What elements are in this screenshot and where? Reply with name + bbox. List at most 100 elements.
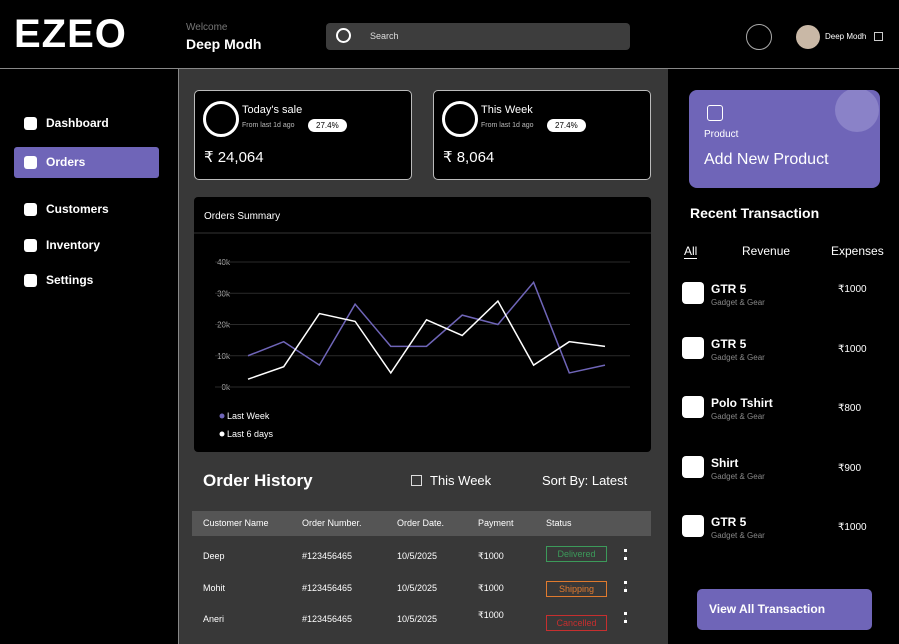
rupee-icon bbox=[203, 101, 239, 137]
table-cell: ₹1000 bbox=[478, 551, 504, 561]
logo: EZEO bbox=[14, 12, 127, 56]
table-cell: Deep bbox=[203, 551, 225, 561]
nav-label: Inventory bbox=[46, 238, 101, 252]
tab[interactable]: Revenue bbox=[742, 244, 791, 258]
table-cell: ₹1000 bbox=[478, 610, 504, 620]
item-amount: ₹1000 bbox=[838, 522, 867, 533]
stat-badge: 27.4% bbox=[547, 119, 586, 132]
search-bar[interactable]: Search bbox=[326, 23, 630, 50]
column-header: Status bbox=[546, 518, 572, 528]
avatar[interactable] bbox=[796, 25, 820, 49]
sort-button[interactable]: Sort By: Latest bbox=[542, 473, 628, 488]
profile-name: Deep Modh bbox=[825, 32, 867, 41]
stat-card: Today's sale From last 1d ago 27.4% ₹ 24,06… bbox=[194, 90, 412, 180]
nav-label: Settings bbox=[46, 273, 94, 287]
add-product-card[interactable]: Product Add New Product bbox=[689, 90, 880, 188]
stat-title: This Week bbox=[481, 104, 533, 116]
welcome-label: Welcome bbox=[186, 22, 228, 33]
chart-panel bbox=[194, 197, 651, 452]
table-cell: 10/5/2025 bbox=[397, 583, 438, 593]
table-header bbox=[192, 511, 651, 536]
stat-badge: 27.4% bbox=[308, 119, 347, 132]
calendar-icon bbox=[411, 475, 422, 486]
plus-icon bbox=[707, 105, 723, 121]
stat-value: ₹ 8,064 bbox=[443, 149, 495, 166]
item-icon bbox=[682, 456, 704, 478]
item-name: GTR 5 bbox=[711, 515, 747, 529]
view-all-label: View All Transaction bbox=[709, 602, 826, 616]
item-icon bbox=[682, 337, 704, 359]
item-name: Polo Tshirt bbox=[711, 396, 773, 410]
row-menu[interactable] bbox=[624, 612, 630, 623]
item-category: Gadget & Gear bbox=[711, 298, 765, 307]
header-divider bbox=[0, 68, 899, 69]
status-badge: Shipping bbox=[546, 581, 607, 597]
column-header: Customer Name bbox=[203, 518, 269, 528]
table-cell: 10/5/2025 bbox=[397, 551, 438, 561]
item-icon bbox=[682, 515, 704, 537]
tab[interactable]: All bbox=[684, 244, 698, 259]
nav-item[interactable]: Customers bbox=[14, 194, 159, 225]
add-product-title: Add New Product bbox=[704, 151, 829, 168]
profile-dropdown[interactable] bbox=[874, 32, 883, 41]
product-label: Product bbox=[704, 129, 739, 140]
item-amount: ₹800 bbox=[838, 403, 862, 414]
nav-label: Orders bbox=[46, 155, 86, 169]
table-cell: #123456465 bbox=[302, 551, 353, 561]
item-amount: ₹1000 bbox=[838, 344, 867, 355]
nav-item[interactable]: Orders bbox=[14, 147, 159, 178]
table-cell: #123456465 bbox=[302, 583, 353, 593]
nav-icon bbox=[24, 156, 37, 169]
item-name: GTR 5 bbox=[711, 282, 747, 296]
table-cell: Mohit bbox=[203, 583, 226, 593]
table-cell: Aneri bbox=[203, 614, 225, 624]
search-placeholder: Search bbox=[370, 31, 399, 41]
stat-title: Today's sale bbox=[242, 104, 303, 116]
nav-label: Customers bbox=[46, 202, 109, 216]
item-icon bbox=[682, 282, 704, 304]
nav-item[interactable]: Dashboard bbox=[14, 108, 159, 139]
filter-button[interactable]: This Week bbox=[430, 473, 492, 488]
table-cell: 10/5/2025 bbox=[397, 614, 438, 624]
stat-value: ₹ 24,064 bbox=[204, 149, 264, 166]
row-menu[interactable] bbox=[624, 581, 630, 592]
nav-icon bbox=[24, 203, 37, 216]
status-badge: Delivered bbox=[546, 546, 607, 562]
column-header: Payment bbox=[478, 518, 514, 528]
sidebar-divider bbox=[178, 69, 179, 644]
table-cell: #123456465 bbox=[302, 614, 353, 624]
item-name: GTR 5 bbox=[711, 337, 747, 351]
view-all-button[interactable]: View All Transaction bbox=[697, 589, 872, 630]
recent-title: Recent Transaction bbox=[690, 205, 820, 221]
column-header: Order Number. bbox=[302, 518, 362, 528]
status-badge: Cancelled bbox=[546, 615, 607, 631]
item-amount: ₹1000 bbox=[838, 284, 867, 295]
search-icon bbox=[336, 28, 351, 43]
order-history-title: Order History bbox=[203, 471, 313, 490]
user-name: Deep Modh bbox=[186, 36, 262, 52]
stat-card: This Week From last 1d ago 27.4% ₹ 8,064 bbox=[433, 90, 651, 180]
stat-subtitle: From last 1d ago bbox=[242, 122, 295, 129]
nav-item[interactable]: Settings bbox=[14, 265, 159, 296]
tab[interactable]: Expenses bbox=[831, 244, 884, 258]
nav-label: Dashboard bbox=[46, 116, 109, 130]
nav-icon bbox=[24, 239, 37, 252]
item-category: Gadget & Gear bbox=[711, 531, 765, 540]
nav-item[interactable]: Inventory bbox=[14, 230, 159, 261]
rupee-icon bbox=[442, 101, 478, 137]
item-category: Gadget & Gear bbox=[711, 412, 765, 421]
item-name: Shirt bbox=[711, 456, 739, 470]
notification-button[interactable] bbox=[746, 24, 772, 50]
stat-subtitle: From last 1d ago bbox=[481, 122, 534, 129]
item-category: Gadget & Gear bbox=[711, 472, 765, 481]
item-icon bbox=[682, 396, 704, 418]
nav-icon bbox=[24, 274, 37, 287]
item-amount: ₹900 bbox=[838, 463, 862, 474]
nav-icon bbox=[24, 117, 37, 130]
column-header: Order Date. bbox=[397, 518, 445, 528]
table-cell: ₹1000 bbox=[478, 583, 504, 593]
item-category: Gadget & Gear bbox=[711, 353, 765, 362]
row-menu[interactable] bbox=[624, 549, 630, 560]
deco-circle bbox=[835, 90, 879, 132]
